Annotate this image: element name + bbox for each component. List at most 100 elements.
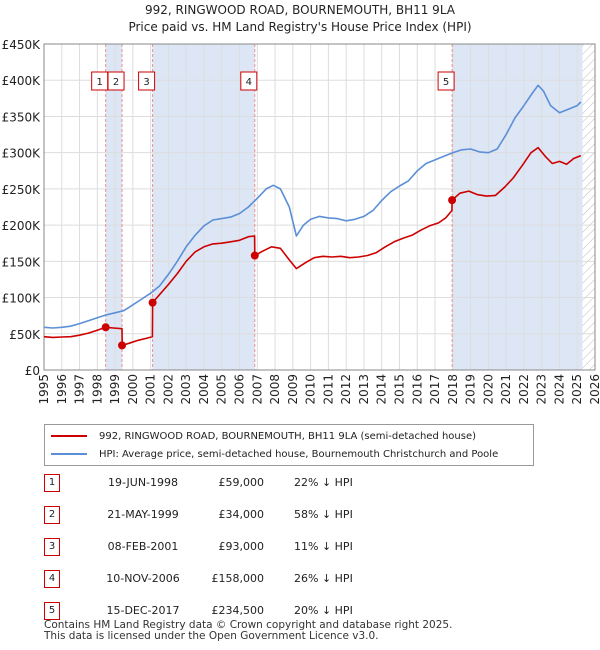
sale-label-box — [138, 71, 156, 91]
sale-price: £158,000 — [211, 572, 265, 585]
sale-point — [101, 323, 110, 332]
x-tick-label: 2002 — [161, 374, 175, 405]
sale-label-text: 3 — [143, 77, 149, 88]
sale-hpi-diff: 11% ↓ HPI — [294, 540, 353, 553]
chart-subtitle: Price paid vs. HM Land Registry's House … — [128, 20, 472, 34]
table-row: 3 08-FEB-2001 £93,000 11% ↓ HPI — [44, 538, 464, 556]
sale-label-text: 5 — [443, 77, 449, 88]
y-tick-label: £350K — [2, 110, 42, 124]
y-tick-label: £250K — [2, 183, 42, 197]
property-price-line — [43, 146, 582, 347]
x-tick-label: 2011 — [321, 374, 335, 405]
legend: 992, RINGWOOD ROAD, BOURNEMOUTH, BH11 9L… — [44, 424, 534, 466]
plot-frame — [43, 43, 596, 371]
x-tick-label: 2015 — [392, 374, 406, 405]
table-row: 5 15-DEC-2017 £234,500 20% ↓ HPI — [44, 602, 464, 620]
sale-label-text: 1 — [96, 77, 102, 88]
legend-item-property: 992, RINGWOOD ROAD, BOURNEMOUTH, BH11 9L… — [51, 428, 476, 444]
x-tick-label: 2024 — [552, 374, 566, 405]
x-tick-label: 2025 — [570, 374, 584, 405]
sale-hpi-diff: 20% ↓ HPI — [294, 604, 353, 617]
footer-copyright: Contains HM Land Registry data © Crown c… — [44, 619, 453, 631]
x-tick-label: 1998 — [90, 374, 104, 405]
sale-hpi-diff: 58% ↓ HPI — [294, 508, 353, 521]
table-row: 1 19-JUN-1998 £59,000 22% ↓ HPI — [44, 474, 464, 492]
x-tick-label: 1999 — [108, 374, 122, 405]
sale-date: 19-JUN-1998 — [107, 476, 179, 489]
x-tick-label: 2012 — [339, 374, 353, 405]
sale-point — [250, 251, 259, 260]
x-tick-label: 2016 — [410, 374, 424, 405]
x-tick-label: 2000 — [126, 374, 140, 405]
x-tick-label: 2010 — [304, 374, 318, 405]
x-tick-label: 2018 — [446, 374, 460, 405]
sale-point — [118, 341, 127, 350]
y-tick-label: £50K — [9, 328, 41, 342]
legend-label-hpi: HPI: Average price, semi-detached house,… — [99, 448, 499, 460]
sale-badge: 4 — [44, 570, 60, 588]
x-tick-label: 2022 — [517, 374, 531, 405]
sale-label-box — [437, 71, 455, 91]
x-tick-label: 1997 — [73, 374, 87, 405]
sale-date: 10-NOV-2006 — [106, 572, 180, 585]
y-tick-label: £400K — [2, 74, 42, 88]
sale-date: 15-DEC-2017 — [106, 604, 180, 617]
legend-label-property: 992, RINGWOOD ROAD, BOURNEMOUTH, BH11 9L… — [99, 430, 477, 442]
x-tick-label: 2013 — [357, 374, 371, 405]
y-tick-label: £200K — [2, 219, 42, 233]
footer-licence: This data is licensed under the Open Gov… — [44, 630, 379, 642]
x-tick-label: 2007 — [250, 374, 264, 405]
sale-price: £34,000 — [218, 508, 265, 521]
y-tick-label: £100K — [2, 292, 42, 306]
x-tick-label: 2021 — [499, 374, 513, 405]
y-tick-label: £150K — [2, 255, 42, 269]
x-tick-label: 2001 — [144, 374, 158, 405]
ownership-band — [452, 44, 583, 370]
ownership-band — [105, 44, 123, 370]
sale-point — [148, 298, 157, 307]
sale-label-box — [240, 71, 258, 91]
sale-hpi-diff: 22% ↓ HPI — [294, 476, 353, 489]
legend-swatch-red — [51, 435, 87, 437]
x-tick-label: 2017 — [428, 374, 442, 405]
x-tick-label: 1996 — [55, 374, 69, 405]
footer: Contains HM Land Registry data © Crown c… — [44, 620, 452, 642]
sale-date: 21-MAY-1999 — [107, 508, 179, 521]
price-chart: 1 2 3 4 5 £0 £50K £100K £150K £200K £250K £300K £350… — [2, 38, 600, 405]
x-tick-label: 2020 — [481, 374, 495, 405]
chart-title: 992, RINGWOOD ROAD, BOURNEMOUTH, BH11 9L… — [144, 3, 455, 17]
x-tick-label: 2005 — [215, 374, 229, 405]
x-tick-label: 2008 — [268, 374, 282, 405]
x-tick-label: 2004 — [197, 374, 211, 405]
sale-badge: 3 — [44, 538, 60, 556]
legend-swatch-blue — [51, 453, 87, 455]
sale-label-text: 2 — [113, 77, 119, 88]
sale-badge: 5 — [44, 602, 60, 620]
table-row: 2 21-MAY-1999 £34,000 58% ↓ HPI — [44, 506, 464, 524]
x-tick-label: 2006 — [233, 374, 247, 405]
sale-price: £234,500 — [211, 604, 265, 617]
sale-price: £59,000 — [218, 476, 265, 489]
sale-hpi-diff: 26% ↓ HPI — [294, 572, 353, 585]
sale-point — [448, 196, 457, 205]
x-tick-label: 2023 — [535, 374, 549, 405]
legend-item-hpi: HPI: Average price, semi-detached house,… — [51, 446, 498, 462]
sale-date: 08-FEB-2001 — [107, 540, 179, 553]
future-hatch — [582, 44, 595, 370]
sale-badge: 1 — [44, 474, 60, 492]
x-tick-label: 2003 — [179, 374, 193, 405]
sale-label-text: 4 — [246, 77, 252, 88]
hpi-line — [43, 84, 582, 329]
sale-label-box — [107, 71, 125, 91]
table-row: 4 10-NOV-2006 £158,000 26% ↓ HPI — [44, 570, 464, 588]
y-tick-label: £0 — [25, 364, 40, 378]
x-tick-label: 2014 — [375, 374, 389, 405]
x-tick-label: 2019 — [464, 374, 478, 405]
sale-price: £93,000 — [218, 540, 265, 553]
sale-badge: 2 — [44, 506, 60, 524]
y-tick-label: £450K — [2, 38, 42, 52]
y-tick-label: £300K — [2, 147, 42, 161]
x-tick-label: 1995 — [37, 374, 51, 405]
x-tick-label: 2026 — [588, 374, 600, 405]
x-tick-label: 2009 — [286, 374, 300, 405]
